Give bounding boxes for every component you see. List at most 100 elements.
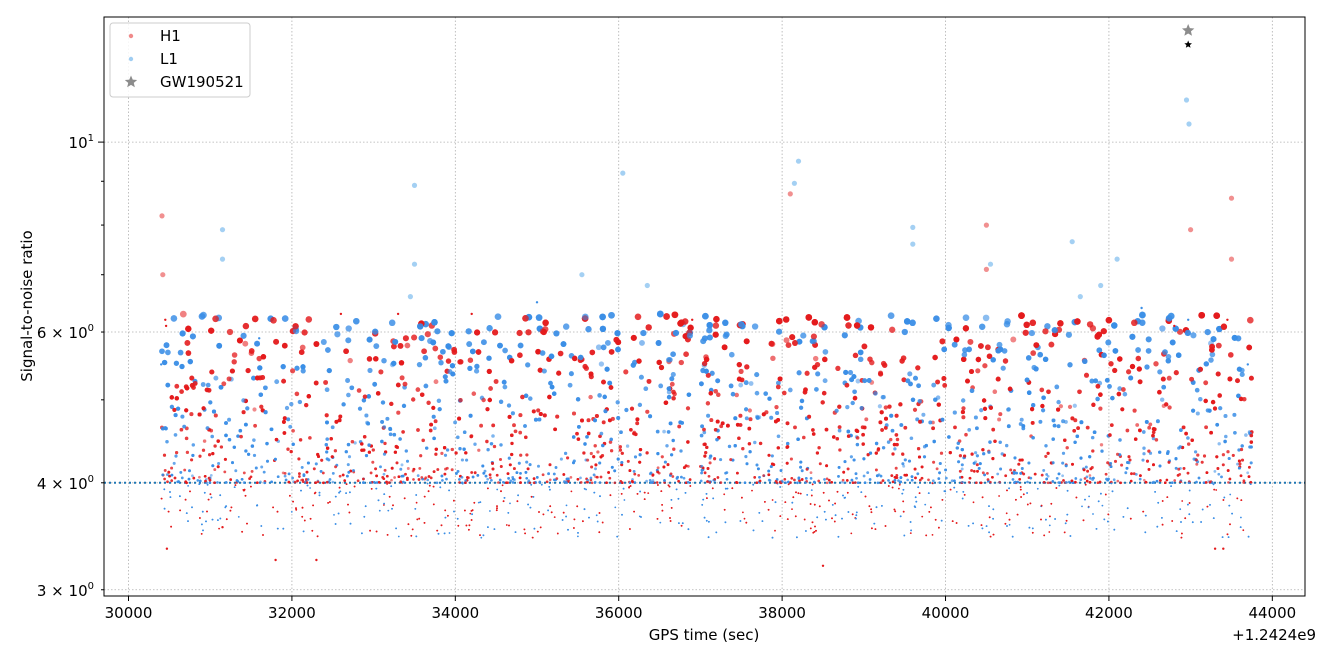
trigger-point-l1 [897,479,900,482]
trigger-point-l1 [172,461,176,465]
trigger-point-l1 [169,496,172,498]
trigger-point-l1 [1236,393,1241,399]
x-offset-label: +1.2424e9 [1232,626,1316,644]
trigger-point-l1 [346,474,349,478]
trigger-point-h1 [962,325,970,332]
trigger-point-h1 [1194,458,1198,462]
trigger-point-h1 [1221,463,1225,467]
trigger-point-l1 [565,515,567,518]
trigger-point-h1 [712,331,719,338]
trigger-point-l1 [549,488,551,491]
trigger-point-h1 [1015,498,1017,501]
trigger-point-l1 [624,407,629,413]
trigger-point-l1 [1158,450,1162,454]
trigger-point-h1 [1176,328,1184,335]
trigger-point-h1 [656,518,659,520]
trigger-point-l1 [927,492,930,494]
trigger-point-h1 [427,490,430,493]
trigger-point-h1 [805,479,809,483]
trigger-point-h1 [366,356,373,362]
trigger-point-h1 [406,467,410,470]
trigger-point-h1 [510,441,514,446]
trigger-point-h1 [1119,481,1122,485]
trigger-point-l1 [254,466,258,470]
trigger-point-l1 [670,499,673,501]
trigger-point-h1 [555,477,559,480]
trigger-point-h1 [601,521,604,524]
trigger-point-h1 [720,421,725,426]
trigger-point-h1 [1247,465,1251,469]
trigger-point-l1 [510,411,515,416]
trigger-point-l1 [1107,384,1112,389]
trigger-point-l1 [767,396,772,401]
trigger-point-h1 [1213,488,1216,491]
trigger-point-l1 [938,471,941,475]
trigger-point-l1 [593,418,597,423]
trigger-point-h1 [991,427,996,432]
trigger-point-l1 [899,476,903,480]
trigger-point-h1 [751,489,753,492]
trigger-point-l1 [706,334,713,341]
trigger-point-h1 [464,451,468,455]
trigger-point-l1 [562,480,566,483]
trigger-point-h1 [1164,481,1167,485]
trigger-point-h1 [866,453,870,457]
trigger-point-l1 [334,523,337,525]
trigger-point-l1 [1141,430,1146,434]
trigger-point-h1 [429,422,434,427]
trigger-point-l1 [219,256,226,262]
trigger-point-h1 [404,342,411,349]
y-tick-label: 6 × 100 [37,323,94,342]
trigger-point-l1 [810,489,813,491]
trigger-point-h1 [1210,399,1216,405]
y-axis-label: Signal-to-noise ratio [18,230,36,382]
trigger-point-h1 [729,458,733,462]
trigger-point-h1 [1248,375,1254,381]
trigger-point-h1 [1198,311,1206,319]
trigger-point-l1 [1126,507,1129,510]
trigger-point-h1 [811,521,814,524]
trigger-point-h1 [703,454,707,458]
trigger-point-l1 [771,536,774,539]
trigger-point-h1 [609,494,612,497]
trigger-point-h1 [383,441,387,446]
trigger-point-l1 [857,349,864,356]
trigger-point-h1 [586,431,591,436]
trigger-point-l1 [916,383,921,389]
trigger-point-h1 [201,406,206,411]
trigger-point-h1 [571,355,578,362]
trigger-point-h1 [915,365,921,371]
trigger-point-h1 [167,510,170,513]
trigger-point-h1 [618,445,622,449]
trigger-point-h1 [470,519,473,521]
trigger-point-h1 [706,467,710,470]
trigger-point-h1 [550,511,553,514]
trigger-point-h1 [189,412,194,417]
trigger-point-l1 [479,501,482,503]
trigger-point-h1 [290,368,296,374]
trigger-point-l1 [346,442,351,447]
trigger-point-h1 [179,310,187,318]
trigger-point-h1 [784,501,787,503]
trigger-point-l1 [325,420,329,425]
trigger-point-h1 [183,468,187,472]
trigger-point-l1 [727,444,732,449]
trigger-point-h1 [1249,433,1254,438]
trigger-point-h1 [595,475,599,479]
trigger-point-l1 [458,447,462,451]
trigger-point-h1 [776,446,780,450]
trigger-point-h1 [289,449,293,454]
trigger-point-h1 [983,416,988,421]
trigger-point-l1 [987,450,991,454]
trigger-point-l1 [219,227,226,233]
trigger-point-l1 [456,435,460,440]
trigger-point-h1 [542,319,549,327]
trigger-point-h1 [703,471,707,475]
trigger-point-l1 [658,383,664,389]
trigger-point-h1 [898,487,900,490]
trigger-point-h1 [1088,480,1092,484]
trigger-point-l1 [1021,424,1026,428]
trigger-point-h1 [590,465,594,469]
trigger-point-l1 [1142,452,1146,456]
trigger-point-l1 [280,363,286,370]
